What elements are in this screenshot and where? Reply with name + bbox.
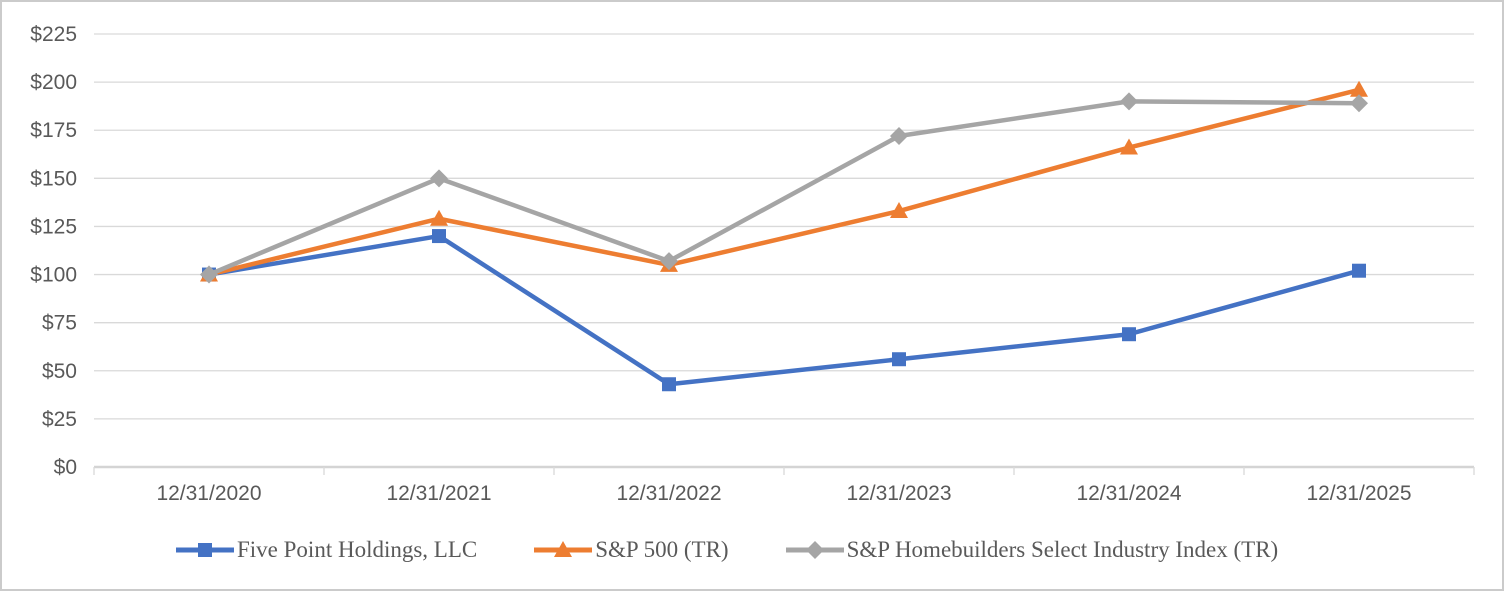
data-point-marker [1352,263,1366,278]
data-point-marker [1350,94,1368,113]
y-axis-tick-label: $225 [30,23,77,46]
triangle-legend-marker-icon [534,541,593,557]
x-axis-tick-label: 12/31/2025 [1306,482,1411,505]
legend-label: Five Point Holdings, LLC [237,537,478,562]
series-line [208,87,1360,277]
y-axis-tick-label: $175 [30,119,77,142]
data-point-marker [432,229,446,244]
y-axis-tick-label: $0 [54,456,77,479]
data-point-marker [430,209,448,226]
data-point-marker [890,126,908,145]
x-axis-tick-label: 12/31/2020 [156,482,261,505]
y-axis-tick-label: $50 [42,360,77,383]
data-point-marker [892,352,906,367]
y-axis-tick-label: $25 [42,408,77,431]
data-point-marker [662,377,676,392]
data-point-marker [430,169,448,188]
data-point-marker [1122,327,1136,342]
y-axis-tick-label: $150 [30,167,77,190]
legend-label: S&P 500 (TR) [595,537,729,562]
data-point-marker [1350,80,1368,97]
series-line [208,99,1360,277]
legend-label: S&P Homebuilders Select Industry Index (… [846,537,1279,562]
data-point-marker [200,265,218,284]
diamond-legend-marker-icon [785,541,844,559]
data-point-marker [1120,92,1138,111]
data-point-marker [660,252,678,271]
data-point-marker [1120,138,1138,155]
legend-item: S&P 500 (TR) [533,537,729,563]
x-axis-tick-label: 12/31/2022 [616,482,721,505]
y-axis-tick-label: $200 [30,71,77,94]
data-point-marker [890,202,908,219]
chart-legend: Five Point Holdings, LLC S&P 500 (TR) S&P … [175,533,1278,567]
square-legend-marker-icon [176,543,234,557]
y-axis-tick-label: $100 [30,264,77,287]
legend-item: S&P Homebuilders Select Industry Index (… [785,537,1279,563]
series-line [208,233,1360,387]
x-axis-tick-label: 12/31/2024 [1076,482,1181,505]
y-axis-tick-label: $125 [30,215,77,238]
x-axis-tick-label: 12/31/2021 [386,482,491,505]
legend-item: Five Point Holdings, LLC [175,537,477,563]
y-axis-tick-label: $75 [42,312,77,335]
x-axis-tick-label: 12/31/2023 [846,482,951,505]
chart-plot-area: $0 $25 $50 $75 $100 $125 $150 $175 $200 $225 12/31… [30,23,1475,505]
